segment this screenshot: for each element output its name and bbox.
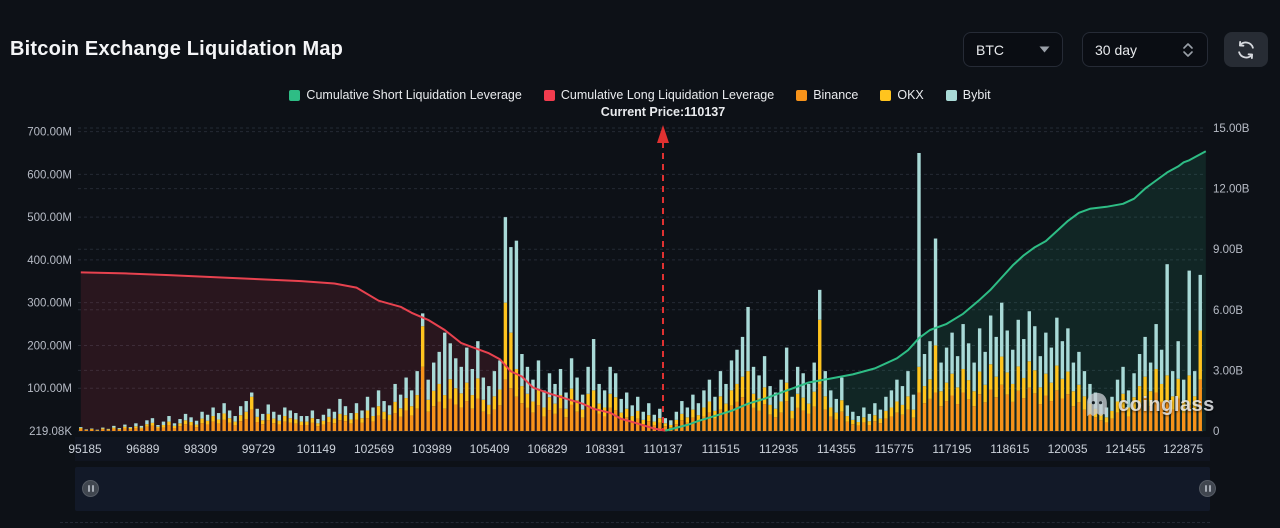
svg-text:99729: 99729	[242, 442, 276, 456]
page-title: Bitcoin Exchange Liquidation Map	[10, 38, 344, 60]
long-liquidation-line	[80, 271, 666, 432]
svg-text:0: 0	[1213, 426, 1219, 438]
legend-item-cumulative-long-liquidation-leverage[interactable]: Cumulative Long Liquidation Leverage	[543, 88, 775, 102]
svg-text:15.00B: 15.00B	[1213, 123, 1250, 135]
svg-text:98309: 98309	[184, 442, 218, 456]
legend-item-cumulative-short-liquidation-leverage[interactable]: Cumulative Short Liquidation Leverage	[289, 88, 522, 102]
range-select-value: 30 day	[1095, 41, 1138, 58]
svg-text:112935: 112935	[759, 442, 798, 456]
svg-text:106829: 106829	[527, 442, 567, 456]
legend-item-binance[interactable]: Binance	[796, 88, 858, 102]
svg-text:118615: 118615	[990, 442, 1029, 456]
short-liquidation-area	[665, 151, 1206, 431]
watermark: coinglass	[1082, 390, 1215, 420]
refresh-icon	[1238, 40, 1254, 59]
svg-text:100.00M: 100.00M	[27, 383, 72, 395]
svg-text:122875: 122875	[1163, 442, 1203, 456]
watermark-text: coinglass	[1118, 393, 1215, 416]
left-axis-labels: 219.08K 100.00M 200.00M 300.00M 400.00M 500.0…	[27, 127, 72, 438]
navigator-left-handle[interactable]	[82, 480, 99, 497]
legend-swatch	[945, 89, 957, 101]
navigator-track[interactable]	[75, 467, 1210, 511]
legend-label: Binance	[813, 88, 859, 102]
symbol-select[interactable]: BTC	[963, 32, 1063, 67]
current-price-label: Current Price:110137	[600, 105, 726, 119]
svg-text:108391: 108391	[585, 442, 625, 456]
legend-swatch	[880, 89, 892, 101]
svg-text:95185: 95185	[68, 442, 102, 456]
svg-text:600.00M: 600.00M	[27, 169, 72, 181]
symbol-select-value: BTC	[976, 41, 1004, 58]
svg-text:117195: 117195	[932, 442, 971, 456]
legend-swatch	[289, 89, 301, 101]
svg-text:700.00M: 700.00M	[27, 127, 72, 139]
svg-text:101149: 101149	[297, 442, 336, 456]
navigator-right-handle[interactable]	[1199, 480, 1216, 497]
legend-label: Bybit	[962, 88, 991, 102]
svg-text:111515: 111515	[702, 442, 741, 456]
svg-text:400.00M: 400.00M	[27, 255, 72, 267]
svg-text:6.00B: 6.00B	[1213, 305, 1243, 317]
svg-text:3.00B: 3.00B	[1213, 365, 1243, 377]
svg-text:500.00M: 500.00M	[27, 212, 72, 224]
svg-text:219.08K: 219.08K	[29, 426, 72, 438]
current-price-marker	[657, 125, 669, 431]
long-liquidation-area	[80, 272, 666, 431]
svg-text:121455: 121455	[1105, 442, 1145, 456]
coinglass-logo-icon	[1087, 392, 1107, 417]
range-select[interactable]: 30 day	[1082, 32, 1208, 67]
legend-item-okx[interactable]: OKX	[880, 88, 924, 102]
x-axis-strip	[75, 437, 1210, 461]
svg-text:12.00B: 12.00B	[1213, 184, 1250, 196]
svg-text:115775: 115775	[875, 442, 914, 456]
legend-swatch	[796, 89, 808, 101]
x-axis-labels: 95185 96889 98309 99729 101149 102569 103989 10…	[68, 442, 1203, 456]
svg-text:102569: 102569	[354, 442, 394, 456]
stepper-up-down-icon	[1183, 42, 1193, 57]
svg-text:114355: 114355	[817, 442, 856, 456]
refresh-button[interactable]	[1224, 32, 1268, 67]
svg-text:103989: 103989	[412, 442, 452, 456]
legend-label: OKX	[897, 88, 924, 102]
bottom-divider	[60, 522, 1210, 523]
legend-item-bybit[interactable]: Bybit	[945, 88, 991, 102]
svg-text:110137: 110137	[643, 442, 682, 456]
gridlines	[78, 127, 1203, 432]
svg-text:9.00B: 9.00B	[1213, 244, 1243, 256]
liquidation-bars[interactable]	[79, 152, 1202, 431]
short-liquidation-line	[665, 150, 1207, 432]
svg-text:105409: 105409	[470, 442, 510, 456]
chevron-down-icon	[1039, 46, 1050, 53]
svg-text:200.00M: 200.00M	[27, 340, 72, 352]
legend-label: Cumulative Long Liquidation Leverage	[560, 88, 775, 102]
svg-text:96889: 96889	[126, 442, 160, 456]
legend-swatch	[543, 89, 555, 101]
svg-text:300.00M: 300.00M	[27, 298, 72, 310]
right-axis-labels: 0 3.00B 6.00B 9.00B 12.00B 15.00B	[1213, 123, 1250, 438]
legend-label: Cumulative Short Liquidation Leverage	[306, 88, 522, 102]
legend: Cumulative Short Liquidation Leverage Cum…	[0, 88, 1280, 102]
svg-text:120035: 120035	[1048, 442, 1088, 456]
